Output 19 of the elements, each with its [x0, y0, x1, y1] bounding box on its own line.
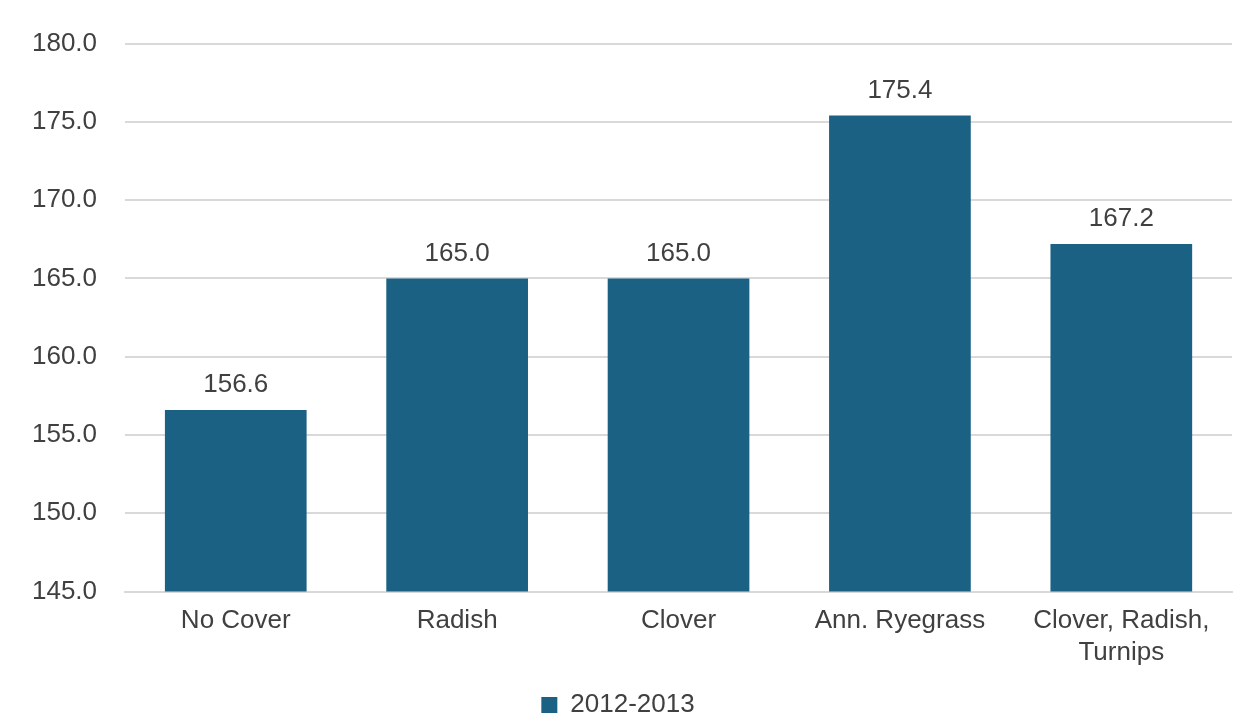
y-tick-label: 150.0 — [31, 496, 98, 527]
x-tick-label: No Cover — [180, 604, 291, 635]
y-tick-label: 155.0 — [31, 418, 98, 449]
y-tick-label: 160.0 — [31, 339, 98, 370]
y-tick-label: 175.0 — [31, 105, 98, 136]
y-tick-label: 180.0 — [31, 26, 98, 57]
y-tick-label: 145.0 — [31, 574, 98, 605]
x-tick-label: Ann. Ryegrass — [814, 604, 986, 635]
x-tick-label: Clover, Radish, Turnips — [1033, 604, 1210, 666]
x-tick-label: Clover — [640, 604, 717, 635]
legend-label: 2012-2013 — [570, 688, 695, 719]
data-label: 175.4 — [867, 73, 933, 104]
x-tick-label: Radish — [416, 604, 498, 635]
y-tick-label: 170.0 — [31, 183, 98, 214]
data-label: 165.0 — [424, 236, 490, 267]
data-label: 167.2 — [1088, 202, 1154, 233]
data-label: 156.6 — [203, 368, 269, 399]
y-tick-label: 165.0 — [31, 261, 98, 292]
data-label: 165.0 — [645, 236, 712, 267]
